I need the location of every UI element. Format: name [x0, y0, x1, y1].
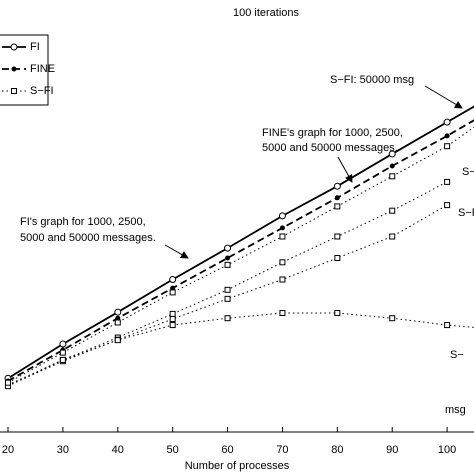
annotation: S−FI: 50000 msg: [330, 74, 414, 86]
x-tick-label: 50: [167, 444, 179, 456]
line: [7, 312, 474, 387]
marker: [334, 195, 340, 201]
chart-title: 100 iterations: [233, 7, 300, 19]
annotation: S−F: [458, 207, 474, 219]
line: [7, 204, 448, 387]
marker: [279, 225, 285, 231]
x-tick-label: 20: [2, 444, 14, 456]
marker: [114, 319, 121, 326]
marker: [334, 310, 341, 317]
marker: [114, 337, 121, 344]
marker: [59, 349, 66, 356]
marker: [389, 173, 396, 180]
annotation: msg: [445, 404, 466, 416]
marker: [333, 182, 341, 190]
x-tick-label: 30: [57, 444, 69, 456]
marker: [444, 322, 451, 329]
marker: [443, 118, 451, 126]
marker: [59, 356, 66, 363]
x-axis-label: Number of processes: [185, 460, 290, 472]
marker: [389, 233, 396, 240]
x-tick-label: 100: [438, 444, 456, 456]
legend-marker: [11, 88, 17, 94]
annotation: 5000 and 50000 messages.: [20, 232, 156, 244]
annotation: 5000 and 50000 messages.: [262, 142, 398, 154]
marker: [114, 308, 122, 316]
marker: [115, 315, 121, 321]
arrow: [337, 156, 353, 183]
line: [7, 105, 474, 380]
legend-label: FI: [30, 41, 40, 53]
marker: [169, 322, 176, 329]
marker: [170, 285, 176, 291]
marker: [444, 133, 450, 139]
marker: [389, 163, 395, 169]
marker: [279, 233, 286, 240]
marker: [169, 310, 176, 317]
marker: [224, 261, 231, 268]
marker: [389, 315, 396, 322]
marker: [444, 178, 451, 185]
annotation: S−: [462, 166, 474, 178]
marker: [444, 143, 451, 150]
x-tick-label: 70: [276, 444, 288, 456]
marker: [169, 276, 177, 283]
marker: [279, 276, 286, 283]
x-tick-label: 90: [386, 444, 398, 456]
annotation: FI's graph for 1000, 2500,: [20, 216, 146, 228]
annotation: FINE's graph for 1000, 2500,: [262, 127, 403, 139]
marker: [388, 150, 396, 158]
marker: [279, 310, 286, 317]
marker: [169, 289, 176, 296]
marker: [169, 316, 176, 323]
marker: [334, 255, 341, 261]
annotation: S−: [450, 349, 464, 361]
marker: [225, 255, 231, 261]
arrow: [424, 85, 463, 109]
x-tick-label: 80: [331, 444, 343, 456]
marker: [224, 295, 231, 302]
legend-marker: [10, 43, 18, 51]
marker: [334, 203, 341, 210]
marker: [444, 202, 451, 209]
arrow: [164, 244, 189, 259]
marker: [59, 340, 67, 348]
marker: [224, 315, 231, 322]
legend-marker: [11, 66, 17, 72]
marker: [224, 244, 232, 252]
line: [7, 126, 474, 384]
x-tick-label: 60: [221, 444, 233, 456]
marker: [224, 286, 231, 293]
marker: [334, 233, 341, 240]
marker: [389, 207, 396, 214]
line: [7, 119, 474, 382]
line: [7, 181, 448, 386]
marker: [279, 259, 286, 266]
x-tick-label: 40: [112, 444, 124, 456]
legend-label: FINE: [30, 63, 55, 75]
legend-label: S−FI: [30, 85, 54, 97]
marker: [278, 212, 286, 220]
marker: [4, 379, 11, 386]
